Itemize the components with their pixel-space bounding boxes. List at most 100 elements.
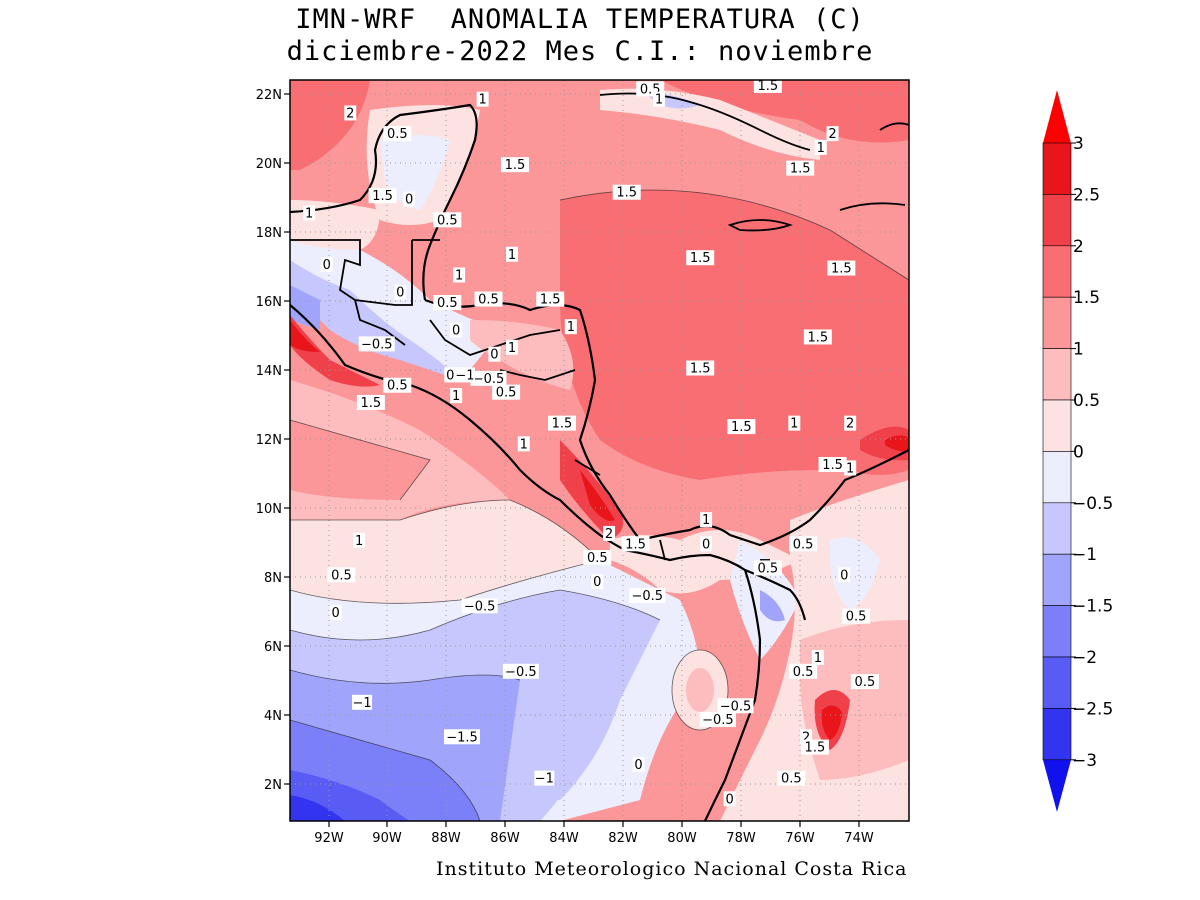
legend-color-box — [1042, 708, 1072, 761]
contour-label: −0.5 — [699, 712, 736, 728]
contour-label: 1.5 — [621, 536, 650, 552]
tick-marks — [284, 93, 860, 827]
contour-label: 0 — [329, 605, 342, 621]
contour-label: 0 — [632, 756, 645, 773]
svg-text:1.5: 1.5 — [361, 396, 382, 411]
svg-text:1.5: 1.5 — [625, 537, 646, 552]
svg-text:−0.5: −0.5 — [361, 337, 393, 352]
anomaly-field: 210.511.50.5 211.5 1.51.5 0 1.51 0.51 1.51.501… — [290, 80, 909, 821]
contour-label: 0.5 — [789, 536, 818, 552]
svg-text:2: 2 — [346, 106, 354, 121]
contour-label: 2 — [344, 105, 357, 121]
contour-label: 0.5 — [753, 560, 782, 576]
svg-text:−1: −1 — [535, 772, 554, 787]
contour-label: 1.5 — [727, 419, 756, 435]
contour-label: 1.5 — [827, 260, 856, 277]
lon-tick-label: 90W — [372, 831, 402, 846]
contour-label: 0 — [403, 191, 416, 208]
svg-text:2: 2 — [828, 127, 836, 142]
svg-text:0.5: 0.5 — [387, 379, 408, 394]
contour-label: 1.5 — [753, 80, 782, 94]
contour-label: 0.5 — [789, 663, 818, 680]
contour-label: 1 — [506, 246, 519, 263]
color-legend: 3 2.5 2 1.5 1 0.5 0 −0.5 −1 −1.5 −2 −2.5 −3 — [1042, 90, 1113, 812]
svg-text:1.5: 1.5 — [372, 189, 393, 204]
legend-label: −1 — [1072, 545, 1097, 565]
svg-text:1.5: 1.5 — [505, 158, 526, 173]
svg-text:1: 1 — [655, 93, 663, 108]
contour-label: 0.5 — [842, 608, 871, 625]
legend-label: 3 — [1073, 134, 1084, 154]
lon-tick-label: 86W — [490, 831, 520, 846]
svg-text:1: 1 — [790, 417, 798, 432]
svg-text:0.5: 0.5 — [496, 386, 517, 401]
contour-label: 1.5 — [368, 188, 397, 204]
contour-label: 1 — [811, 650, 824, 666]
svg-text:−1: −1 — [455, 368, 474, 383]
svg-text:2: 2 — [846, 417, 854, 432]
svg-text:0.5: 0.5 — [758, 561, 779, 576]
lat-tick-label: 18N — [256, 226, 282, 241]
lat-tick-label: 2N — [264, 778, 282, 793]
svg-text:1: 1 — [508, 248, 516, 263]
contour-label: 0 — [723, 791, 736, 807]
svg-text:1.5: 1.5 — [805, 741, 826, 756]
svg-text:1: 1 — [702, 513, 710, 528]
contour-label: 0.5 — [850, 674, 879, 690]
contour-label: −0.5 — [461, 598, 498, 614]
svg-text:0: 0 — [490, 348, 498, 363]
legend-label: 0 — [1073, 442, 1084, 462]
svg-text:0.5: 0.5 — [793, 665, 814, 680]
legend-label: −3 — [1072, 751, 1097, 771]
contour-label: 1.5 — [803, 329, 832, 345]
contour-label: 0.5 — [327, 567, 356, 583]
contour-label: 1.5 — [536, 291, 565, 308]
legend-color-box — [1042, 451, 1072, 504]
svg-text:1: 1 — [355, 534, 363, 549]
svg-text:0.5: 0.5 — [587, 551, 608, 566]
contour-label: 0 — [444, 367, 457, 383]
svg-text:1.5: 1.5 — [790, 162, 811, 177]
contour-label: 2 — [844, 415, 857, 432]
svg-text:1.5: 1.5 — [690, 362, 711, 377]
legend-color-box — [1042, 194, 1072, 247]
lat-tick-label: 22N — [256, 88, 282, 103]
svg-text:0: 0 — [840, 568, 848, 583]
contour-label: 1 — [700, 512, 713, 528]
svg-text:1: 1 — [814, 651, 822, 666]
contour-label: 1.5 — [612, 184, 641, 201]
contour-label: 1.5 — [686, 360, 715, 377]
lat-tick-label: 4N — [264, 709, 282, 724]
svg-text:0: 0 — [593, 575, 601, 590]
contour-label: 0 — [320, 257, 333, 273]
map-title-line1: IMN-WRF ANOMALIA TEMPERATURA (C) — [295, 4, 865, 35]
svg-text:0.5: 0.5 — [437, 213, 458, 228]
contour-label: −0.5 — [717, 698, 754, 714]
svg-text:0: 0 — [452, 324, 460, 339]
lat-tick-label: 14N — [256, 364, 282, 379]
lat-tick-labels: 22N 20N 18N 16N 14N 12N 10N 8N 6N 4N 2N — [256, 88, 282, 793]
svg-text:0: 0 — [405, 193, 413, 208]
contour-label: −1 — [454, 367, 475, 383]
svg-text:−0.5: −0.5 — [631, 589, 663, 604]
legend-color-box — [1042, 553, 1072, 606]
svg-text:1: 1 — [478, 93, 486, 108]
svg-text:1: 1 — [567, 320, 575, 335]
legend-arrow-bottom — [1043, 760, 1071, 812]
legend-color-box — [1042, 245, 1072, 298]
contour-label: −1 — [534, 770, 555, 787]
lon-tick-labels: 92W 90W 88W 86W 84W 82W 80W 78W 76W 74W — [314, 831, 874, 846]
contour-label: 1 — [653, 91, 666, 108]
svg-text:1.5: 1.5 — [616, 186, 637, 201]
svg-text:0: 0 — [331, 606, 339, 621]
svg-text:−1: −1 — [352, 696, 371, 711]
legend-label: −2.5 — [1072, 699, 1113, 719]
svg-text:1: 1 — [520, 437, 528, 452]
svg-text:0.5: 0.5 — [478, 293, 499, 308]
svg-text:1.5: 1.5 — [552, 417, 573, 432]
contour-label: 0 — [488, 346, 501, 363]
legend-label: −2 — [1072, 648, 1097, 668]
lat-tick-label: 6N — [264, 640, 282, 655]
svg-text:−0.5: −0.5 — [720, 699, 752, 714]
legend-label: 0.5 — [1073, 391, 1100, 411]
